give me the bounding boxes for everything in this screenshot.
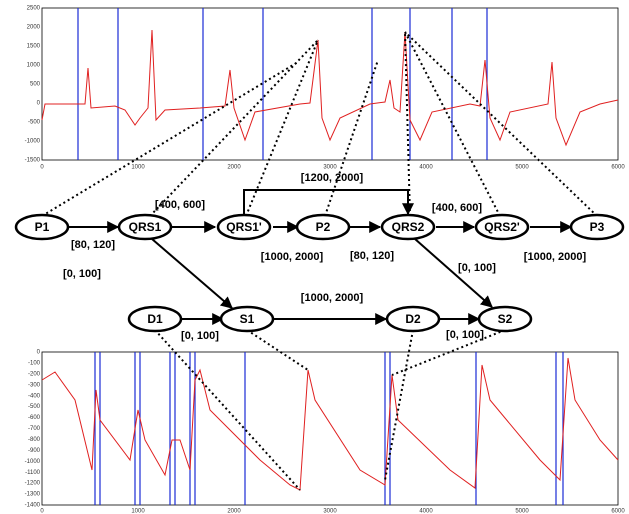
top-plot (41, 7, 619, 161)
node (117, 213, 173, 241)
node (216, 213, 272, 241)
y-tick-label: -1100 (25, 470, 41, 476)
edge-label: [1200, 2000] (301, 172, 364, 184)
x-tick-label: 0 (40, 165, 44, 171)
edges (66, 189, 573, 325)
node-label: QRS2 (392, 220, 425, 234)
x-tick-label: 4000 (419, 509, 433, 514)
node-label: P3 (590, 220, 605, 234)
y-tick-label: -400 (28, 393, 41, 399)
y-tick-label: -500 (28, 120, 41, 126)
signal (41, 29, 619, 147)
node-label: S2 (498, 312, 513, 326)
edge-label: [0, 100] (63, 268, 101, 280)
edge-label: [1000, 2000] (524, 251, 587, 263)
nodes: P1 QRS1 QRS1' P2 QRS2 QRS2' P3 D1 S1 D2 S2 (14, 213, 625, 333)
y-tick-label: -100 (28, 361, 41, 367)
edge-label: [80, 120] (71, 239, 115, 251)
x-tick-label: 1000 (131, 509, 145, 514)
plot-frame (41, 7, 619, 161)
y-tick-label: 0 (37, 101, 41, 107)
bottom-plot (41, 351, 619, 506)
x-tick-label: 5000 (515, 509, 529, 514)
x-tick-label: 2000 (227, 509, 241, 514)
node (127, 305, 183, 333)
y-tick-label: -300 (28, 382, 41, 388)
x-tick-label: 3000 (323, 509, 337, 514)
y-tick-label: -1000 (25, 459, 41, 465)
node (219, 305, 275, 333)
y-tick-label: -700 (28, 426, 41, 432)
plot-frame (41, 351, 619, 506)
y-tick-label: 500 (30, 82, 41, 88)
y-tick-label: -1000 (25, 139, 41, 145)
y-tick-label: 2000 (27, 25, 41, 31)
y-tick-label: 0 (37, 350, 41, 356)
node (569, 213, 625, 241)
edge-label: [1000, 2000] (261, 251, 324, 263)
y-tick-label: -1300 (25, 492, 41, 498)
x-tick-label: 6000 (611, 509, 625, 514)
edge-label: [1000, 2000] (301, 292, 364, 304)
x-tick-label: 6000 (611, 165, 625, 171)
node (474, 213, 530, 241)
y-tick-label: 1500 (27, 44, 41, 50)
node (380, 213, 436, 241)
node-label: S1 (240, 312, 255, 326)
edge-label: [400, 600] (432, 202, 482, 214)
x-tick-label: 5000 (515, 165, 529, 171)
edge-label: [0, 100] (181, 330, 219, 342)
node (14, 213, 70, 241)
x-tick-label: 0 (40, 509, 44, 514)
x-tick-label: 1000 (131, 165, 145, 171)
y-tick-label: -800 (28, 437, 41, 443)
markers (94, 352, 564, 505)
x-tick-label: 2000 (227, 165, 241, 171)
node-label: QRS2' (484, 220, 520, 234)
node-label: P2 (316, 220, 331, 234)
y-tick-label: -1200 (25, 481, 41, 487)
node-label: QRS1 (129, 220, 162, 234)
y-tick-label: -900 (28, 448, 41, 454)
node (385, 305, 441, 333)
edge-label: [0, 100] (446, 329, 484, 341)
y-tick-label: -600 (28, 415, 41, 421)
y-tick-label: -1400 (25, 503, 41, 509)
edge-label: [80, 120] (350, 250, 394, 262)
y-tick-label: -500 (28, 404, 41, 410)
y-tick-label: 1000 (27, 63, 41, 69)
y-tick-label: 2500 (27, 6, 41, 12)
node (295, 213, 351, 241)
y-tick-label: -200 (28, 371, 41, 377)
edge-label: [0, 100] (458, 262, 496, 274)
node-label: QRS1' (226, 220, 262, 234)
y-tick-label: -1500 (25, 158, 41, 164)
x-tick-label: 4000 (419, 165, 433, 171)
edge-label: [400, 600] (155, 199, 205, 211)
x-tick-label: 3000 (323, 165, 337, 171)
node-label: P1 (35, 220, 50, 234)
node-label: D1 (147, 312, 163, 326)
signal (41, 357, 619, 491)
node-label: D2 (405, 312, 421, 326)
correspondence-lines (41, 31, 598, 491)
node (477, 305, 533, 333)
markers (77, 8, 488, 160)
